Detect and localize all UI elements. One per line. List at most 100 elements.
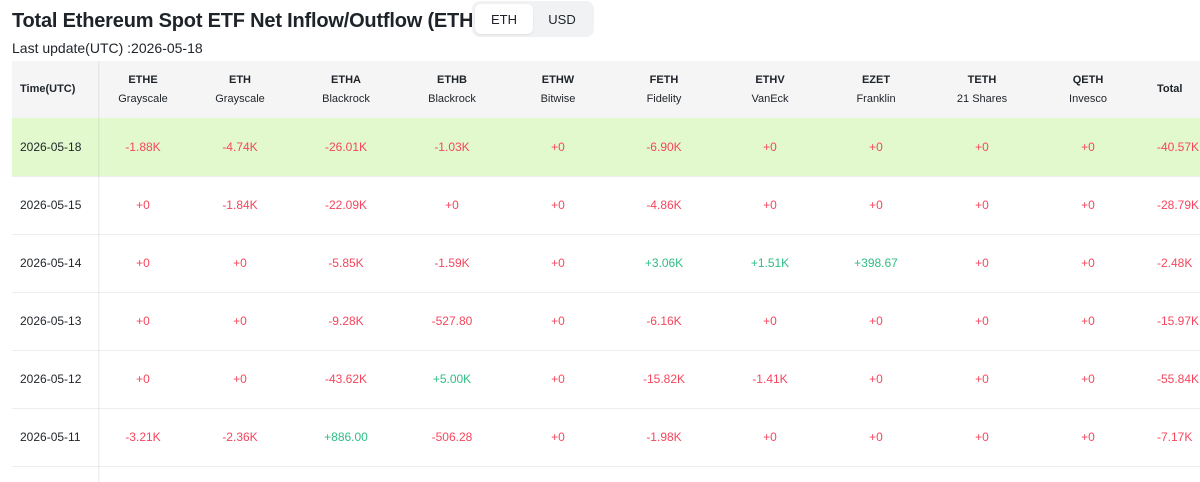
flow-value-cell: +0: [1081, 372, 1095, 386]
flow-value-cell: -4.74K: [222, 139, 258, 154]
table-body: 2026-05-18 -1.88K -4.74K -26.01K -1.03K +0 -6.…: [12, 118, 1200, 466]
flow-value-cell: -1.59K: [434, 256, 470, 270]
flow-value-cell: -1.88K: [125, 139, 161, 154]
flow-value-cell: -1.03K: [434, 139, 470, 154]
row-total: -55.84K: [1157, 372, 1200, 386]
flow-value-cell: +398.67: [854, 256, 898, 270]
flow-value-cell: +0: [763, 139, 777, 154]
flow-value-cell: +0: [869, 198, 883, 212]
flow-value-cell: -506.28: [431, 430, 473, 444]
flow-value-cell: +0: [136, 256, 150, 270]
fund-ticker: EZET: [861, 73, 891, 86]
fund-ticker: ETHB: [437, 73, 467, 86]
page-title: Total Ethereum Spot ETF Net Inflow/Outfl…: [12, 9, 480, 32]
fund-issuer: Invesco: [1069, 92, 1107, 105]
fund-column-header: FETH Fidelity: [611, 61, 717, 118]
unit-eth-button[interactable]: ETH: [475, 4, 533, 34]
flow-value-cell: +0: [551, 314, 565, 328]
flow-value-cell: -1.84K: [222, 198, 258, 212]
flow-value-cell: +0: [445, 198, 459, 212]
flow-value-cell: +0: [551, 372, 565, 386]
row-total: -28.79K: [1157, 198, 1200, 212]
flow-value-cell: +0: [763, 430, 777, 444]
etf-flow-table: Time(UTC) ETHE Grayscale ETH Grayscale ETHA B…: [12, 61, 1200, 482]
flow-value-cell: +0: [975, 314, 989, 328]
fund-column-header: ETHW Bitwise: [505, 61, 611, 118]
flow-value-cell: -43.62K: [324, 372, 368, 386]
row-date: 2026-05-13: [20, 314, 82, 328]
fund-ticker: ETHE: [128, 73, 158, 86]
flow-value-cell: +886.00: [324, 430, 368, 444]
flow-value-cell: +0: [975, 256, 989, 270]
row-total: -40.57K: [1157, 139, 1200, 154]
table-row[interactable]: 2026-05-18 -1.88K -4.74K -26.01K -1.03K +0 -6.…: [12, 118, 1200, 176]
table-row[interactable]: 2026-05-14 +0 +0 -5.85K -1.59K +0 +3.06K +1.51K…: [12, 234, 1200, 292]
fund-column-header: ETHB Blackrock: [399, 61, 505, 118]
table-header-row: Time(UTC) ETHE Grayscale ETH Grayscale ETHA B…: [12, 61, 1200, 118]
flow-value-cell: +0: [1081, 139, 1095, 154]
flow-value-cell: +0: [1081, 256, 1095, 270]
flow-value-cell: +0: [975, 198, 989, 212]
flow-value-cell: +5.00K: [432, 372, 472, 386]
flow-value-cell: +0: [975, 139, 989, 154]
fund-column-header: ETHA Blackrock: [293, 61, 399, 118]
flow-value-cell: +0: [233, 372, 247, 386]
fund-issuer: Fidelity: [646, 92, 682, 105]
fund-column-header: ETHV VanEck: [717, 61, 823, 118]
flow-value-cell: +0: [975, 372, 989, 386]
table-row[interactable]: 2026-05-15 +0 -1.84K -22.09K +0 +0 -4.86K +0 +0 +…: [12, 176, 1200, 234]
flow-value-cell: +3.06K: [644, 256, 684, 270]
flow-value-cell: +0: [869, 430, 883, 444]
flow-value-cell: -2.36K: [222, 430, 258, 444]
flow-value-cell: -3.21K: [125, 430, 161, 444]
row-total: -7.17K: [1157, 430, 1193, 444]
flow-value-cell: -5.85K: [328, 256, 364, 270]
header: Total Ethereum Spot ETF Net Inflow/Outfl…: [12, 6, 480, 36]
fund-column-header: TETH 21 Shares: [929, 61, 1035, 118]
fund-ticker: ETHW: [541, 73, 575, 86]
fund-issuer: Franklin: [856, 92, 896, 105]
row-total: -2.48K: [1157, 256, 1193, 270]
row-date: 2026-05-14: [20, 256, 82, 270]
table-row[interactable]: 2026-05-12 +0 +0 -43.62K +5.00K +0 -15.82K -1.4…: [12, 350, 1200, 408]
flow-value-cell: -1.98K: [646, 430, 682, 444]
time-column-header: Time(UTC): [20, 83, 76, 95]
fund-column-header: QETH Invesco: [1035, 61, 1141, 118]
flow-value-cell: -4.86K: [646, 198, 682, 212]
flow-value-cell: +0: [763, 314, 777, 328]
flow-value-cell: -9.28K: [328, 314, 364, 328]
flow-value-cell: -6.90K: [646, 139, 682, 154]
row-date: 2026-05-18: [20, 139, 82, 154]
row-date: 2026-05-15: [20, 198, 82, 212]
table-row[interactable]: 2026-05-11 -3.21K -2.36K +886.00 -506.28 +0 -1…: [12, 408, 1200, 466]
fund-column-header: ETH Grayscale: [187, 61, 293, 118]
fund-column-header: EZET Franklin: [823, 61, 929, 118]
flow-value-cell: +0: [136, 314, 150, 328]
fund-ticker: ETHA: [331, 73, 361, 86]
fund-ticker: FETH: [649, 73, 679, 86]
unit-usd-button[interactable]: USD: [548, 11, 576, 27]
total-column-header: Total: [1157, 83, 1183, 95]
last-update-text: Last update(UTC) :2026-05-18: [12, 40, 203, 56]
flow-value-cell: +0: [869, 139, 883, 154]
fund-ticker: ETH: [229, 73, 251, 86]
table-row[interactable]: 2026-05-13 +0 +0 -9.28K -527.80 +0 -6.16K +0 +0 +…: [12, 292, 1200, 350]
flow-value-cell: +0: [551, 139, 565, 154]
flow-value-cell: +0: [1081, 314, 1095, 328]
unit-toggle: ETH USD: [472, 1, 594, 37]
fund-issuer: Blackrock: [322, 92, 370, 105]
flow-value-cell: +1.51K: [750, 256, 790, 270]
flow-value-cell: +0: [975, 430, 989, 444]
fund-issuer: 21 Shares: [956, 92, 1008, 105]
row-date: 2026-05-11: [20, 430, 81, 444]
fund-column-header: ETHE Grayscale: [99, 61, 187, 118]
flow-value-cell: +0: [551, 198, 565, 212]
flow-value-cell: +0: [1081, 198, 1095, 212]
fund-ticker: ETHV: [755, 73, 785, 86]
flow-value-cell: -6.16K: [646, 314, 682, 328]
flow-value-cell: -1.41K: [752, 372, 788, 386]
fund-issuer: Grayscale: [118, 92, 168, 105]
row-date: 2026-05-12: [20, 372, 82, 386]
flow-value-cell: -22.09K: [324, 198, 368, 212]
flow-value-cell: +0: [869, 372, 883, 386]
